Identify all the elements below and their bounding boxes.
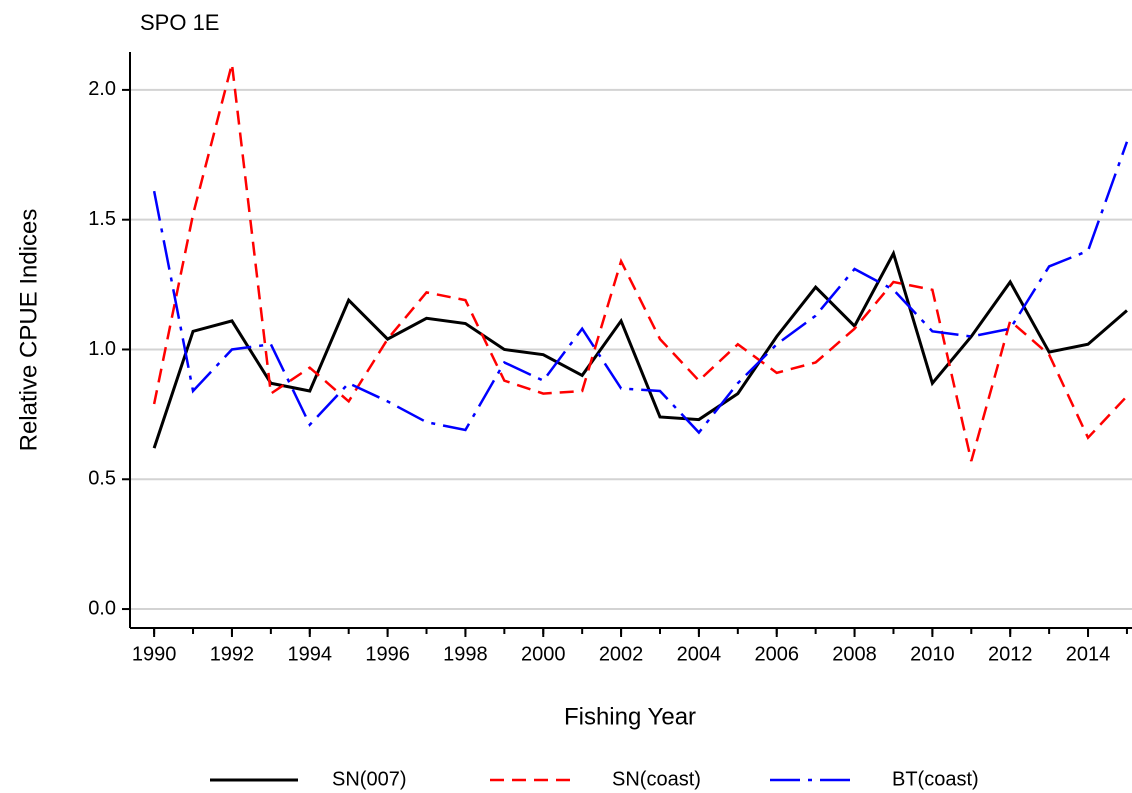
x-tick-label: 2008	[832, 643, 877, 665]
legend-label: SN(007)	[332, 768, 406, 790]
x-tick-label: 2010	[910, 643, 955, 665]
x-tick-label: 1994	[288, 643, 333, 665]
x-tick-label: 2014	[1066, 643, 1111, 665]
x-tick-label: 1992	[210, 643, 255, 665]
x-tick-label: 1998	[443, 643, 488, 665]
y-tick-label: 1.0	[88, 338, 116, 360]
x-tick-label: 2012	[988, 643, 1033, 665]
y-tick-label: 2.0	[88, 78, 116, 100]
x-tick-label: 1996	[365, 643, 410, 665]
x-tick-label: 2000	[521, 643, 566, 665]
legend-label: BT(coast)	[892, 768, 979, 790]
y-axis-title: Relative CPUE Indices	[15, 209, 42, 452]
chart-title: SPO 1E	[140, 10, 219, 35]
x-tick-label: 2004	[677, 643, 722, 665]
x-tick-label: 1990	[132, 643, 177, 665]
series-line	[152, 63, 1128, 462]
y-tick-label: 0.0	[88, 597, 116, 619]
x-axis-title: Fishing Year	[564, 703, 696, 730]
y-tick-label: 1.5	[88, 208, 116, 230]
x-tick-label: 2006	[754, 643, 799, 665]
legend-label: SN(coast)	[612, 768, 701, 790]
y-tick-label: 0.5	[88, 468, 116, 490]
x-tick-label: 2002	[599, 643, 644, 665]
series-line	[152, 249, 1128, 449]
